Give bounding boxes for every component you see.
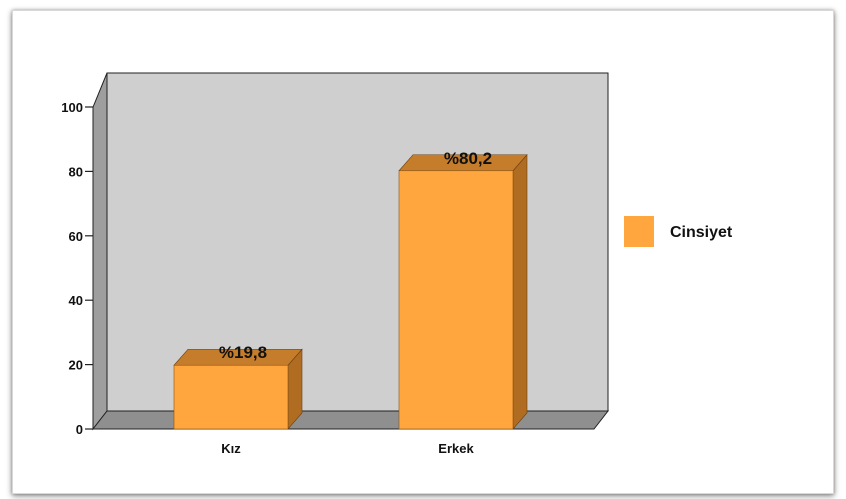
plot-side-wall <box>92 72 108 431</box>
y-axis: 0 20 40 60 80 100 <box>61 100 93 437</box>
plot-walls <box>91 72 610 431</box>
data-label: %80,2 <box>444 149 492 168</box>
y-tick-label: 100 <box>61 100 83 115</box>
legend-swatch <box>624 216 654 247</box>
y-tick-label: 0 <box>76 422 83 437</box>
x-category-label: Kız <box>221 441 241 456</box>
y-tick-label: 60 <box>69 229 83 244</box>
x-category-label: Erkek <box>438 441 474 456</box>
y-tick-label: 40 <box>69 293 83 308</box>
bar <box>173 364 289 430</box>
bar <box>398 170 514 430</box>
plot-floor <box>91 410 610 430</box>
bar-side <box>512 153 528 430</box>
y-tick-label: 80 <box>69 164 83 179</box>
category-labels: Kız Erkek <box>221 441 474 456</box>
bars: %19,8 %80,2 <box>173 149 528 430</box>
legend: Cinsiyet <box>624 216 733 247</box>
y-tick-label: 20 <box>69 358 83 373</box>
data-label: %19,8 <box>219 343 267 362</box>
legend-label: Cinsiyet <box>670 224 733 241</box>
